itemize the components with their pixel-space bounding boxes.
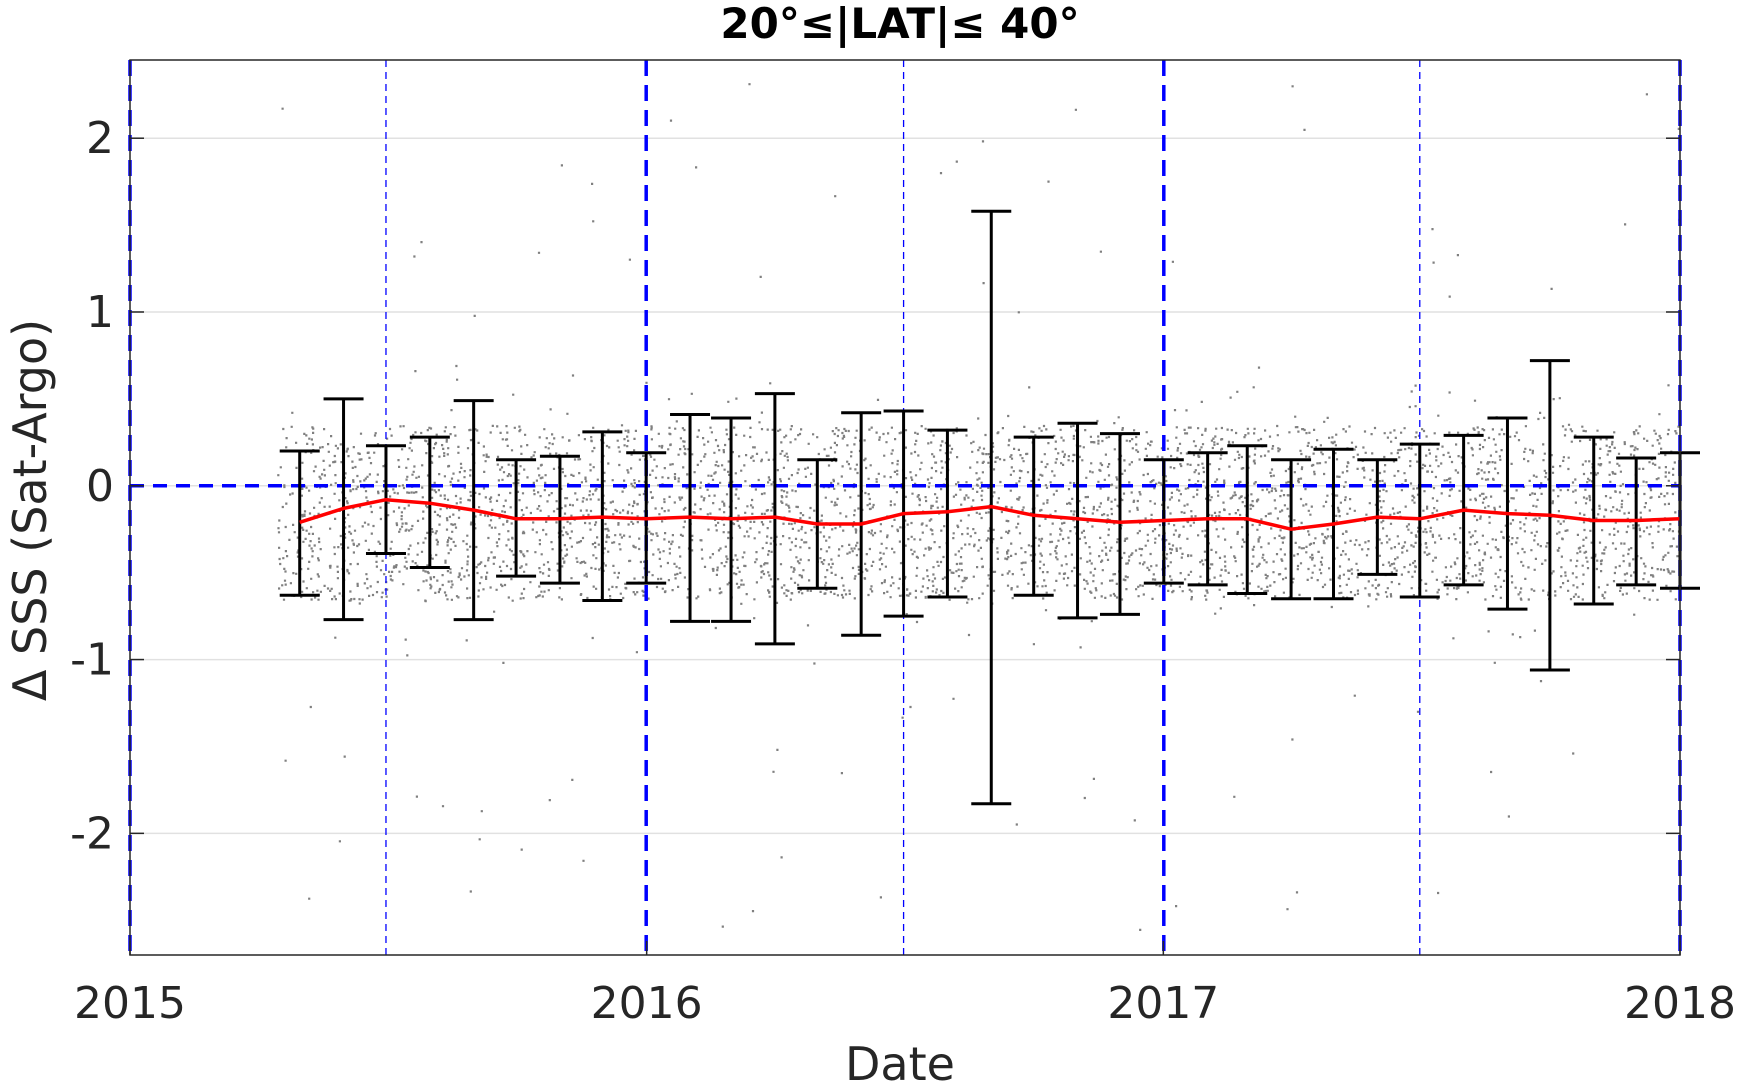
y-tick-label: -1 [70,635,114,686]
mean-line [299,497,1681,531]
y-axis-label: Δ SSS (Sat-Argo) [3,319,57,701]
y-tick-label: -2 [70,808,114,859]
x-axis-label: Date [845,1037,955,1087]
axes-box [129,59,1681,956]
x-tick-label: 2018 [1624,978,1736,1029]
y-tick-label: 1 [86,287,114,338]
y-tick-label: 2 [86,113,114,164]
chart-title: 20°≤|LAT|≤ 40° [720,0,1079,48]
ticks: 2 1 0 -1 -2 2015 2016 2017 2018 [70,113,1736,1029]
y-tick-label: 0 [86,461,114,512]
plot-area: 2 1 0 -1 -2 2015 2016 2017 2018 [70,59,1736,1029]
x-tick-label: 2015 [74,978,186,1029]
x-tick-label: 2017 [1107,978,1219,1029]
x-tick-label: 2016 [591,978,703,1029]
